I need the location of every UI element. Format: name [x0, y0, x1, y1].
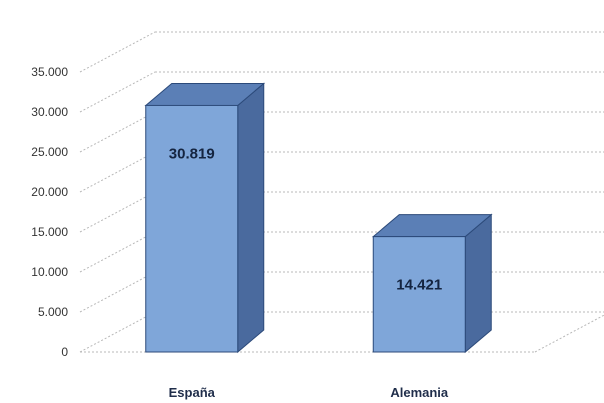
gridline-side [79, 71, 156, 113]
gridline-side [79, 151, 156, 193]
gridline-side [79, 231, 156, 273]
gridline-side [79, 271, 156, 313]
bar [145, 104, 239, 353]
y-tick-label: 20.000 [31, 185, 68, 199]
data-label: 14.421 [396, 277, 442, 294]
bar [372, 236, 466, 353]
y-tick-label: 0 [61, 345, 68, 359]
x-tick-label: España [169, 385, 216, 400]
y-tick-label: 30.000 [31, 105, 68, 119]
y-tick-label: 10.000 [31, 265, 68, 279]
floor-right-edge [534, 314, 604, 353]
axis-layer: 0 5.000 10.000 15.000 20.000 25.000 30.000 35.0… [31, 65, 68, 359]
gridline-side [79, 311, 156, 353]
y-tick-label: 25.000 [31, 145, 68, 159]
gridline-side [79, 111, 156, 153]
gridline-side [79, 191, 156, 233]
bar-side [237, 82, 265, 354]
x-tick-label: Alemania [390, 385, 449, 400]
y-tick-label: 15.000 [31, 225, 68, 239]
y-tick-label: 5.000 [38, 305, 68, 319]
label-layer: 30.819 España 14.421 Alemania [169, 145, 449, 400]
y-tick-label: 35.000 [31, 65, 68, 79]
gridline-side [79, 31, 156, 73]
bar-layer [144, 82, 493, 354]
bar-side [464, 213, 492, 354]
data-label: 30.819 [169, 145, 215, 162]
